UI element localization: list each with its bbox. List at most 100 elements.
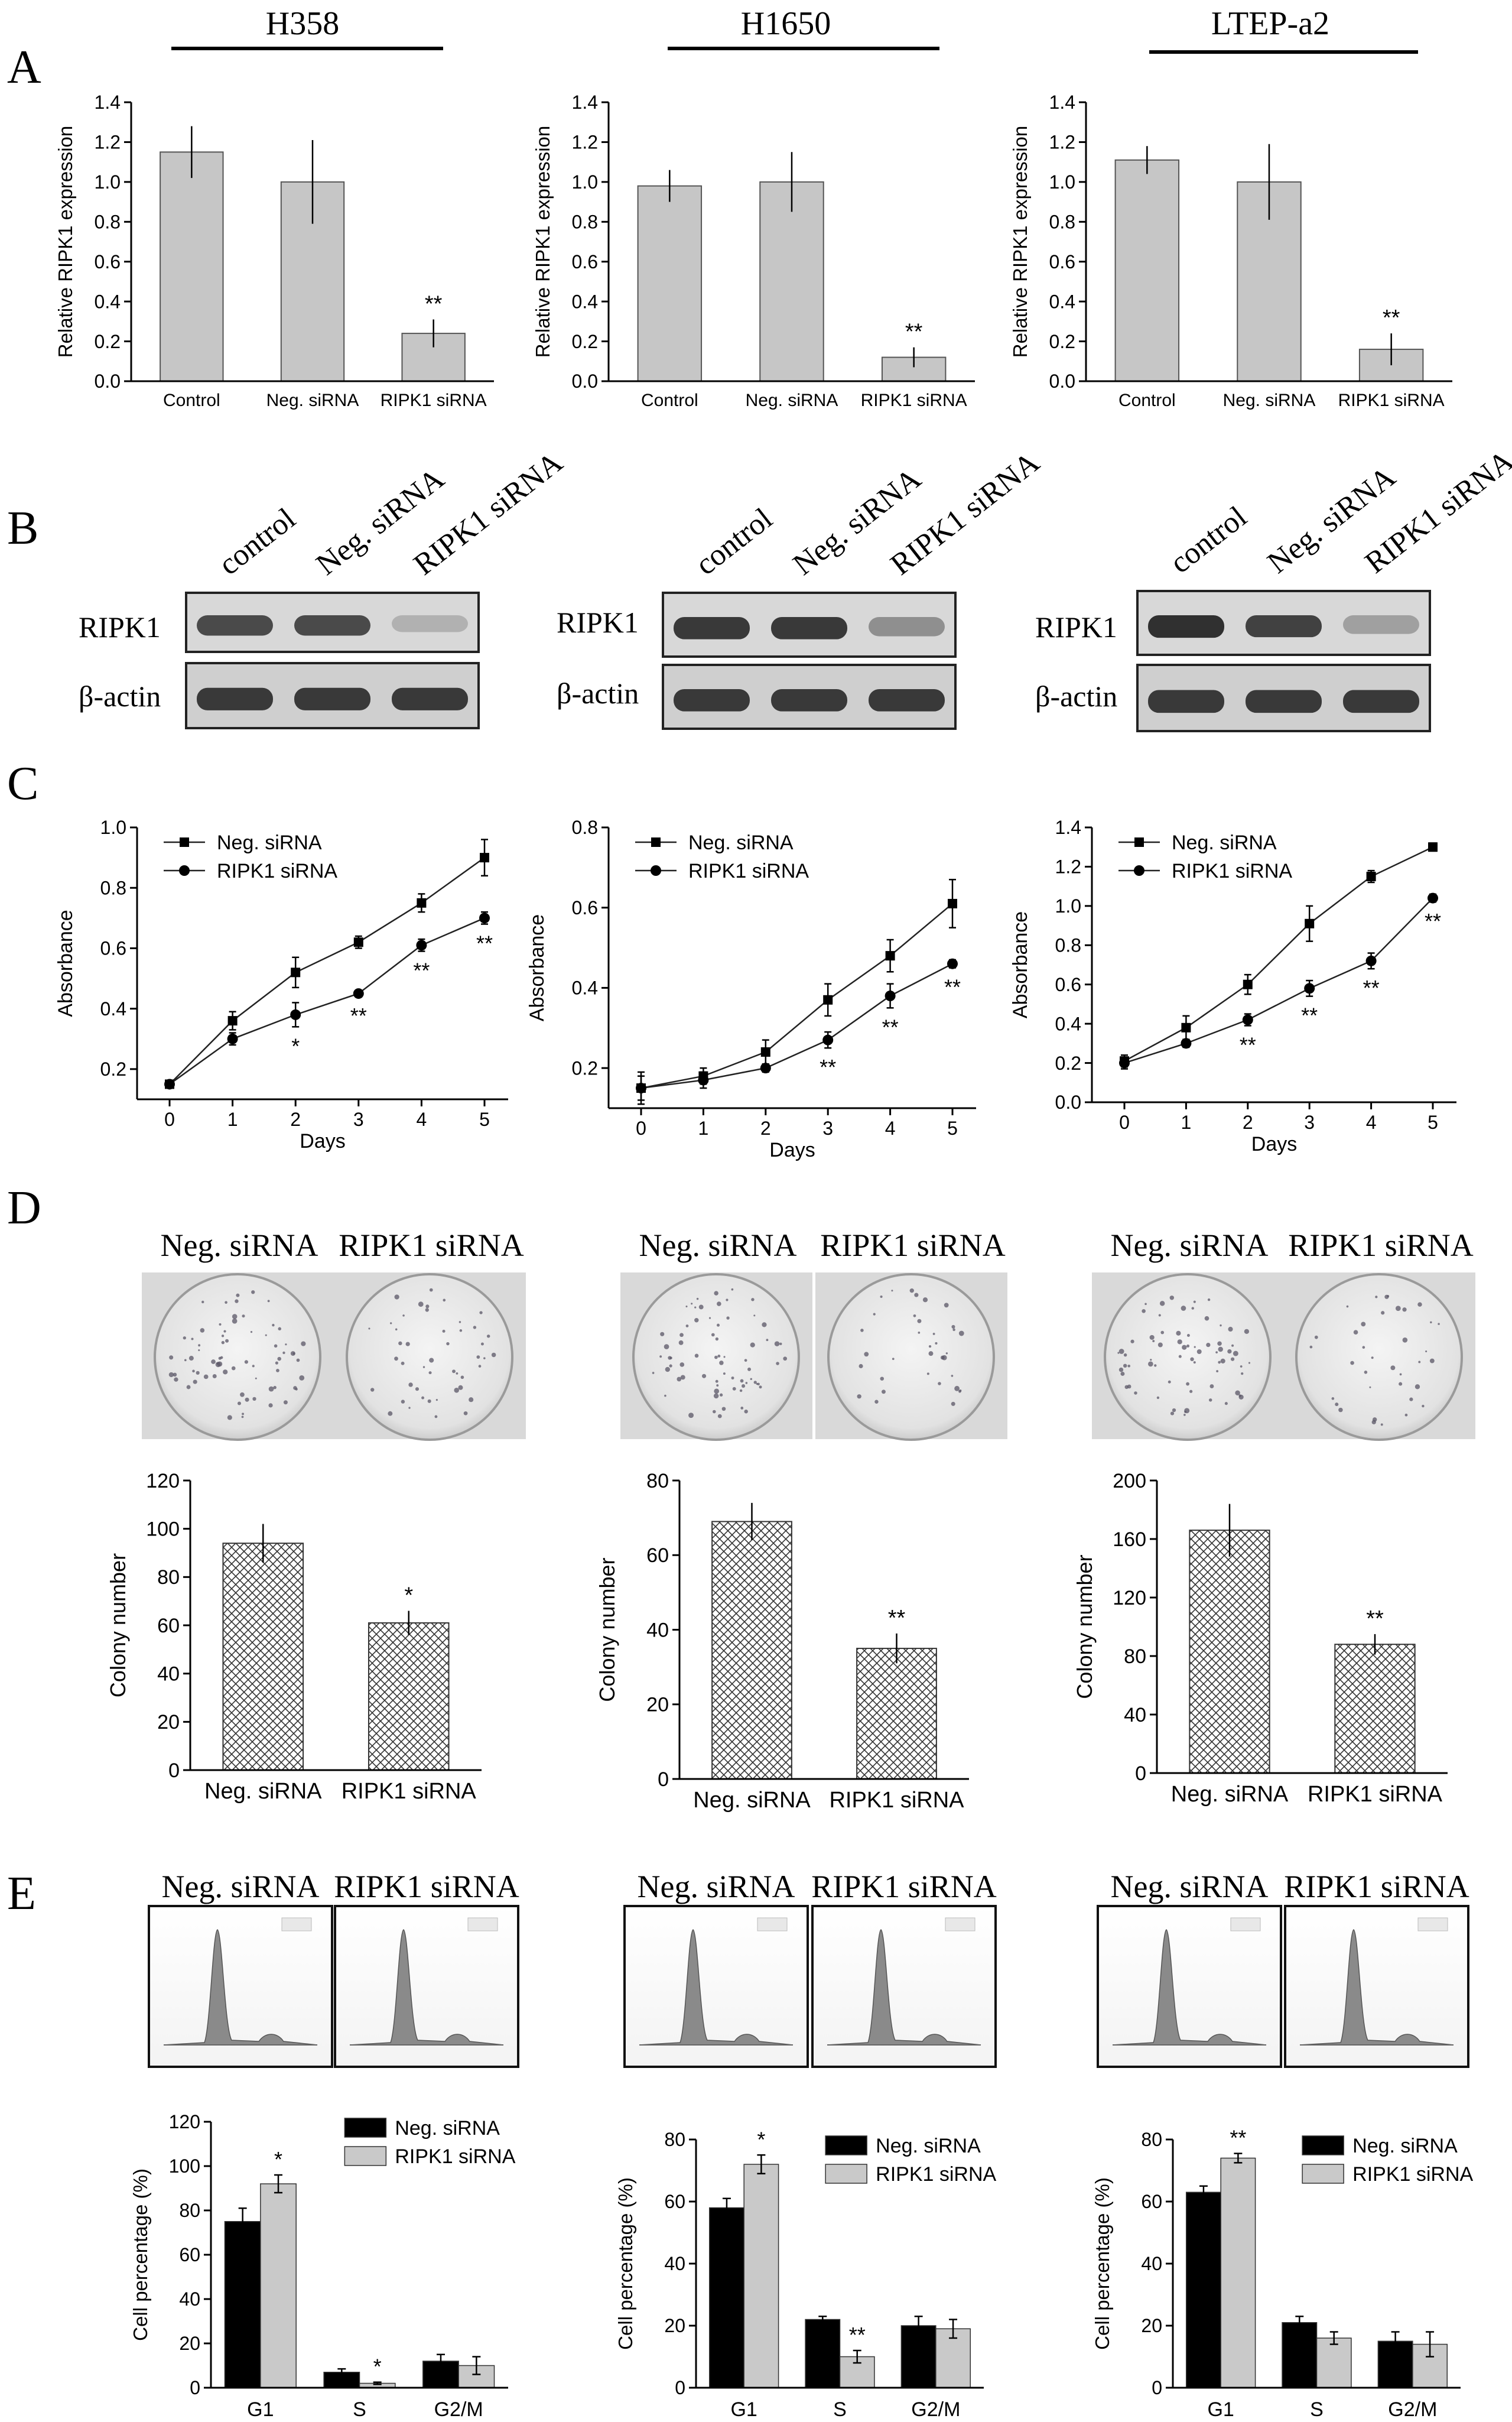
dish-label: RIPK1 siRNA bbox=[339, 1228, 524, 1263]
y-tick-label: 0.4 bbox=[572, 978, 598, 999]
colony-dot bbox=[1227, 1349, 1232, 1354]
colony-dot bbox=[680, 1375, 685, 1380]
charts-layer: Control Neg. siRNA**RIPK1 siRNA0.00.20.40… bbox=[54, 92, 1474, 2421]
bar bbox=[708, 2207, 744, 2388]
y-tick-label: 0.4 bbox=[95, 291, 121, 312]
colony-dot bbox=[694, 1353, 699, 1358]
histogram-curve bbox=[639, 1929, 794, 2046]
colony-dot bbox=[952, 1328, 955, 1332]
bar bbox=[1189, 1530, 1270, 1774]
legend-label: RIPK1 siRNA bbox=[217, 860, 337, 882]
y-tick-label: 100 bbox=[146, 1518, 180, 1541]
colony-dot bbox=[1362, 1346, 1365, 1349]
y-tick-label: 120 bbox=[169, 2111, 200, 2132]
y-axis-label: Cell percentage (%) bbox=[614, 2177, 636, 2350]
bar bbox=[805, 2319, 841, 2388]
data-point-square bbox=[948, 898, 957, 908]
colony-dot bbox=[958, 1389, 961, 1393]
colony-dot bbox=[1191, 1307, 1194, 1310]
colony-dot bbox=[1157, 1342, 1163, 1348]
colony-dot bbox=[245, 1397, 249, 1402]
significance-label: ** bbox=[1363, 976, 1380, 1000]
bar bbox=[637, 185, 703, 382]
colony-dot bbox=[192, 1369, 195, 1373]
colony-dot bbox=[1181, 1306, 1186, 1311]
colony-dot bbox=[1208, 1398, 1212, 1402]
colony-dot bbox=[463, 1411, 468, 1415]
dish-label: Neg. siRNA bbox=[1111, 1228, 1269, 1263]
colony-dot bbox=[944, 1303, 949, 1308]
histogram-curve bbox=[349, 1929, 504, 2046]
colony-dot bbox=[1152, 1340, 1155, 1342]
histogram-curve bbox=[1112, 1929, 1267, 2046]
colony-dot bbox=[652, 1372, 655, 1374]
panel-letter-a: A bbox=[7, 41, 41, 93]
y-tick-label: 20 bbox=[179, 2333, 200, 2354]
y-tick-label: 80 bbox=[646, 1470, 669, 1492]
data-point-square bbox=[1366, 872, 1376, 882]
colony-dot bbox=[1314, 1335, 1318, 1339]
colony-dot bbox=[452, 1369, 456, 1374]
colony-dot bbox=[913, 1314, 916, 1317]
y-tick-label: 0.4 bbox=[1049, 291, 1075, 312]
colony-dot bbox=[275, 1361, 278, 1365]
colony-dot bbox=[713, 1393, 719, 1399]
data-point-square bbox=[227, 1016, 238, 1026]
x-tick-label: 0 bbox=[636, 1118, 646, 1139]
legend-label: Neg. siRNA bbox=[1172, 832, 1277, 854]
data-point-circle bbox=[636, 1083, 646, 1094]
colony-dot bbox=[679, 1362, 685, 1367]
colony-dot bbox=[1190, 1357, 1194, 1362]
colony-dot bbox=[1169, 1296, 1175, 1300]
data-point-square bbox=[760, 1047, 770, 1057]
colony-dot bbox=[483, 1357, 486, 1359]
x-tick-label: G2/M bbox=[434, 2398, 483, 2421]
legend-label: Neg. siRNA bbox=[1352, 2135, 1458, 2157]
cell-line-title-h1650: H1650 bbox=[741, 5, 831, 42]
colony-dot bbox=[241, 1415, 244, 1418]
colony-dot bbox=[859, 1363, 863, 1368]
panel-letter-c: C bbox=[7, 758, 38, 810]
y-tick-label: 1.0 bbox=[100, 817, 126, 838]
y-tick-label: 0.6 bbox=[572, 897, 598, 918]
y-tick-label: 120 bbox=[1113, 1587, 1146, 1609]
y-tick-label: 20 bbox=[157, 1711, 180, 1733]
colony-dot bbox=[926, 1372, 929, 1375]
histogram-curve bbox=[827, 1929, 981, 2046]
colony-dot bbox=[425, 1304, 430, 1309]
data-point-circle bbox=[760, 1063, 771, 1074]
legend-label: RIPK1 siRNA bbox=[688, 860, 809, 882]
colony-dot bbox=[1150, 1359, 1152, 1361]
colony-dot bbox=[469, 1397, 474, 1402]
y-tick-label: 0.8 bbox=[572, 211, 598, 232]
colony-dot bbox=[1346, 1305, 1349, 1308]
colony-dot bbox=[1120, 1372, 1125, 1376]
x-tick-label: 2 bbox=[290, 1109, 301, 1130]
y-tick-label: 20 bbox=[1141, 2315, 1162, 2336]
y-tick-label: 1.4 bbox=[1049, 92, 1075, 113]
x-tick-label: Neg. siRNA bbox=[693, 1788, 811, 1813]
blot-band bbox=[869, 689, 945, 712]
significance-label: ** bbox=[1301, 1004, 1318, 1028]
colony-dot bbox=[221, 1335, 225, 1337]
y-tick-label: 40 bbox=[664, 2253, 685, 2274]
colony-dot bbox=[408, 1382, 413, 1387]
colony-dot bbox=[1371, 1420, 1376, 1424]
legend-marker-square bbox=[180, 837, 189, 847]
colony-dot bbox=[295, 1388, 298, 1391]
y-tick-label: 120 bbox=[146, 1470, 180, 1492]
colony-dot bbox=[1248, 1362, 1251, 1364]
lane-label: control bbox=[213, 502, 302, 582]
bar bbox=[856, 1648, 937, 1780]
colony-dot bbox=[168, 1372, 174, 1378]
x-tick-label: RIPK1 siRNA bbox=[342, 1779, 477, 1804]
colony-dishes: Neg. siRNA RIPK1 siRNA Neg. siRNA RIPK1 siR… bbox=[142, 1228, 1475, 1441]
colony-dot bbox=[691, 1303, 693, 1305]
colony-dot bbox=[1184, 1408, 1190, 1414]
colony-dot bbox=[1186, 1334, 1190, 1337]
colony-dot bbox=[235, 1299, 239, 1303]
colony-dot bbox=[1178, 1355, 1182, 1358]
panel-letter-e: E bbox=[7, 1868, 36, 1920]
colony-dot bbox=[401, 1361, 405, 1365]
colony-dot bbox=[277, 1356, 281, 1361]
